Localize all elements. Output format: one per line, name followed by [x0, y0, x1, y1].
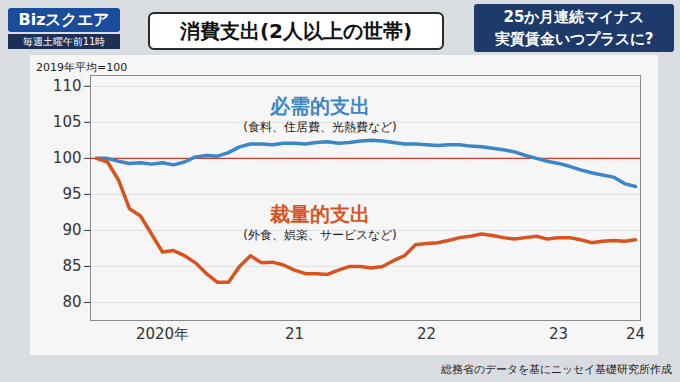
html-text:実質賃金いつプラスに?: 実質賃金いつプラスに? — [494, 30, 654, 48]
svg-text:2020年: 2020年 — [136, 325, 189, 343]
html-text:2019年平均=100: 2019年平均=100 — [36, 61, 128, 74]
svg-text:23: 23 — [549, 325, 568, 343]
html-text:必需的支出: 必需的支出 — [270, 94, 370, 118]
svg-text:24: 24 — [626, 325, 645, 343]
html-text:Bizスクエア: Bizスクエア — [18, 10, 110, 29]
svg-text:100: 100 — [53, 149, 82, 167]
svg-text:95: 95 — [62, 185, 81, 203]
html-text:(食料、住居費、光熱費など): (食料、住居費、光熱費など) — [243, 120, 397, 134]
svg-text:85: 85 — [62, 257, 81, 275]
html-text:総務省のデータを基にニッセイ基礎研究所作成: 総務省のデータを基にニッセイ基礎研究所作成 — [441, 363, 672, 376]
html-text:毎週土曜午前11時: 毎週土曜午前11時 — [22, 36, 106, 47]
html-text:25か月連続マイナス: 25か月連続マイナス — [503, 8, 645, 26]
svg-text:90: 90 — [62, 221, 81, 239]
html-text:消費支出(2人以上の世帯): 消費支出(2人以上の世帯) — [179, 19, 413, 43]
html-text:裁量的支出: 裁量的支出 — [270, 202, 370, 226]
svg-text:110: 110 — [53, 77, 82, 95]
svg-text:21: 21 — [285, 325, 304, 343]
html-text:(外食、娯楽、サービスなど): (外食、娯楽、サービスなど) — [243, 228, 397, 242]
svg-text:80: 80 — [62, 293, 81, 311]
svg-text:105: 105 — [53, 113, 82, 131]
svg-text:22: 22 — [417, 325, 436, 343]
